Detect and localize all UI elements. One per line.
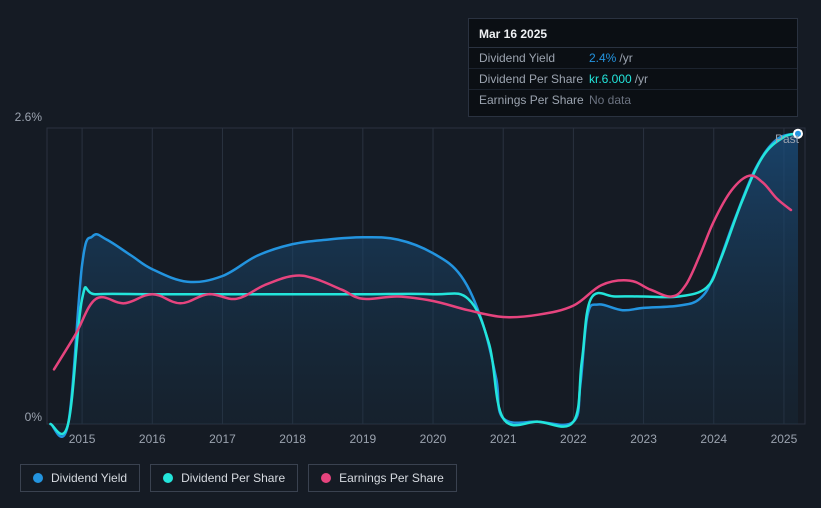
tooltip-value: 2.4%/yr [589, 51, 787, 65]
legend-dot-icon [163, 473, 173, 483]
legend-label: Dividend Per Share [181, 471, 285, 485]
tooltip-key: Earnings Per Share [479, 93, 589, 107]
legend-label: Dividend Yield [51, 471, 127, 485]
past-label: Past [775, 132, 799, 146]
x-axis-tick: 2018 [279, 432, 306, 446]
tooltip-row: Earnings Per ShareNo data [469, 90, 797, 110]
x-axis-tick: 2015 [69, 432, 96, 446]
legend-item-earnings-per-share[interactable]: Earnings Per Share [308, 464, 457, 492]
x-axis-tick: 2016 [139, 432, 166, 446]
legend-item-dividend-per-share[interactable]: Dividend Per Share [150, 464, 298, 492]
tooltip-key: Dividend Per Share [479, 72, 589, 86]
y-axis-label-bottom: 0% [2, 410, 42, 424]
legend-item-dividend-yield[interactable]: Dividend Yield [20, 464, 140, 492]
tooltip-row: Dividend Yield2.4%/yr [469, 48, 797, 69]
chart-tooltip: Mar 16 2025 Dividend Yield2.4%/yrDividen… [468, 18, 798, 117]
dividend-chart: 2.6% 0% 2015 2016 2017 2018 2019 2020 2021 2022… [0, 0, 821, 508]
x-axis-tick: 2021 [490, 432, 517, 446]
legend-dot-icon [321, 473, 331, 483]
chart-legend: Dividend Yield Dividend Per Share Earnings… [20, 464, 457, 492]
x-axis-tick: 2022 [560, 432, 587, 446]
tooltip-row: Dividend Per Sharekr.6.000/yr [469, 69, 797, 90]
tooltip-key: Dividend Yield [479, 51, 589, 65]
y-axis-label-top: 2.6% [2, 110, 42, 124]
tooltip-value: kr.6.000/yr [589, 72, 787, 86]
x-axis-tick: 2023 [630, 432, 657, 446]
x-axis-tick: 2019 [349, 432, 376, 446]
x-axis-tick: 2020 [420, 432, 447, 446]
tooltip-value: No data [589, 93, 787, 107]
legend-dot-icon [33, 473, 43, 483]
x-axis-tick: 2024 [700, 432, 727, 446]
x-axis-tick: 2025 [771, 432, 798, 446]
tooltip-title: Mar 16 2025 [469, 25, 797, 48]
legend-label: Earnings Per Share [339, 471, 444, 485]
x-axis-tick: 2017 [209, 432, 236, 446]
